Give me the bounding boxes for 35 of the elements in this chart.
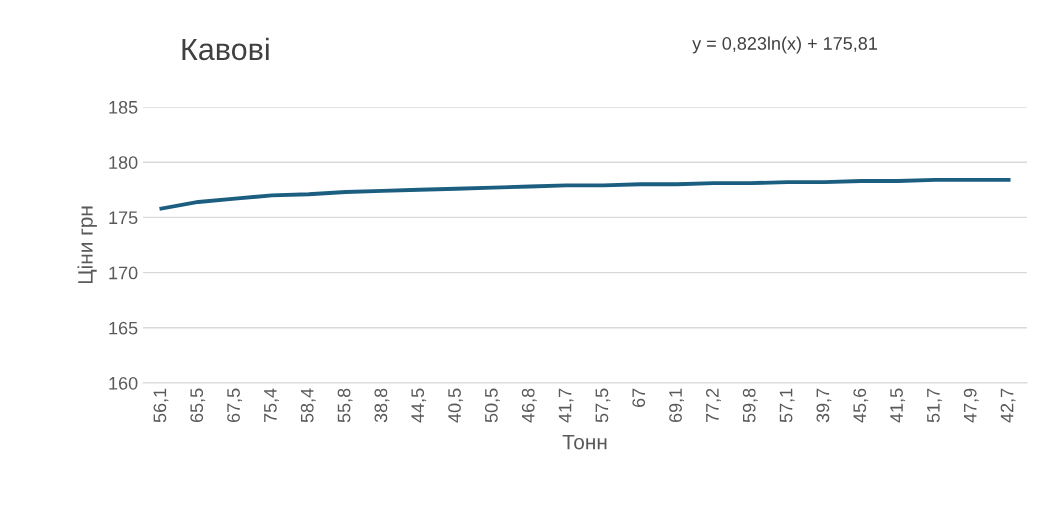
y-tick-label: 180: [109, 156, 138, 169]
x-tick-label: 46,8: [521, 388, 537, 423]
x-tick-label: 50,5: [484, 388, 500, 423]
x-tick-label: 58,4: [300, 388, 316, 423]
x-tick-label: 69,1: [669, 388, 685, 423]
x-tick-label: 40,5: [448, 388, 464, 423]
x-tick-label: 47,9: [963, 388, 979, 423]
x-tick-label: 44,5: [411, 388, 427, 423]
y-axis-title: Ціни грн: [77, 206, 97, 284]
line-series: [159, 177, 1011, 211]
x-tick-label: 56,1: [153, 388, 169, 423]
x-tick-label: 42,7: [1000, 388, 1016, 423]
y-tick-label: 170: [109, 266, 138, 280]
x-tick-label: 39,7: [816, 388, 832, 423]
x-tick-label: 65,5: [190, 388, 206, 423]
x-tick-label: 57,1: [779, 388, 795, 423]
y-tick-label: 160: [109, 376, 138, 390]
x-axis-title: Тонн: [562, 434, 607, 450]
text: y = 0,823ln(x) + 175,81: [692, 36, 877, 54]
x-tick-label: 67,5: [227, 388, 243, 423]
x-tick-label: 38,8: [374, 388, 390, 423]
y-tick-label: 165: [109, 321, 138, 335]
chart-title: Кавові: [182, 37, 269, 61]
x-tick-label: 67: [632, 388, 646, 408]
y-tick-label: 175: [109, 211, 138, 225]
x-tick-label: 75,4: [264, 388, 279, 423]
x-tick-label: 41,5: [890, 388, 906, 423]
x-tick-label: 55,8: [337, 388, 353, 423]
x-tick-label: 45,6: [853, 388, 869, 423]
x-tick-label: 41,7: [558, 388, 574, 423]
x-tick-label: 59,8: [742, 388, 758, 423]
x-tick-label: 51,7: [927, 388, 942, 423]
y-tick-label: 185: [109, 100, 138, 114]
x-tick-label: 57,5: [595, 388, 611, 423]
x-tick-label: 77,2: [705, 388, 721, 423]
